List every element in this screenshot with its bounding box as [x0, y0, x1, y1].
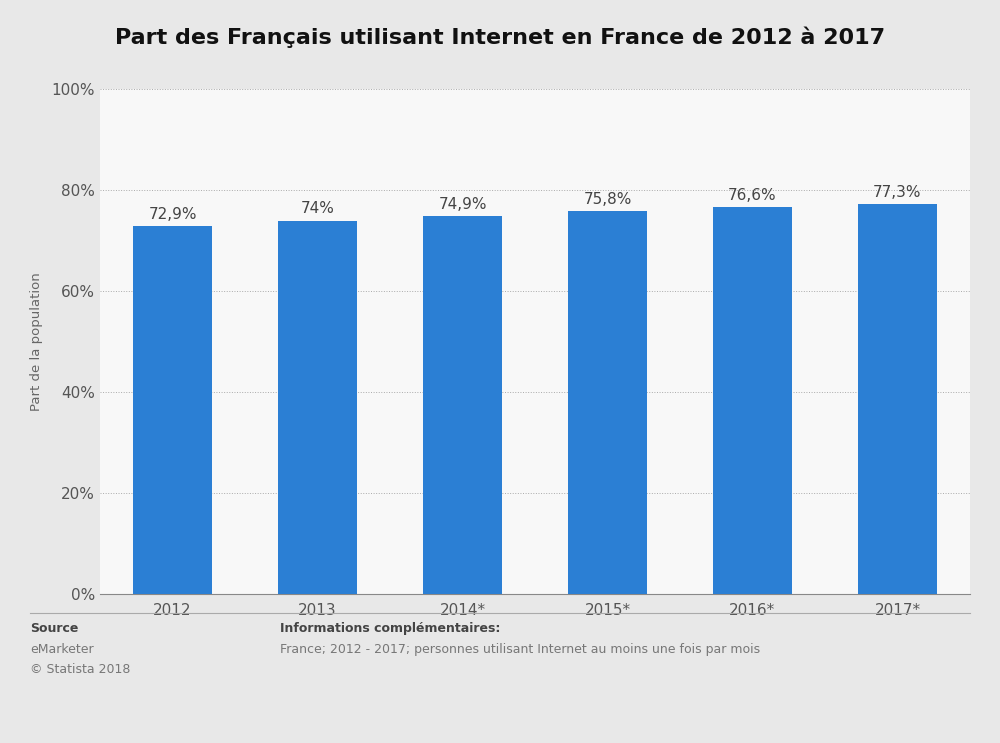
Text: France; 2012 - 2017; personnes utilisant Internet au moins une fois par mois: France; 2012 - 2017; personnes utilisant…	[280, 643, 760, 655]
Text: 74%: 74%	[301, 201, 334, 216]
Text: Part des Français utilisant Internet en France de 2012 à 2017: Part des Français utilisant Internet en …	[115, 26, 885, 48]
Text: 77,3%: 77,3%	[873, 185, 922, 200]
Bar	[568, 212, 647, 594]
Bar	[713, 207, 792, 594]
Bar	[278, 221, 357, 594]
Text: eMarketer: eMarketer	[30, 643, 94, 655]
Bar	[423, 216, 502, 594]
Text: © Statista 2018: © Statista 2018	[30, 663, 130, 676]
Bar	[133, 226, 212, 594]
Y-axis label: Part de la population: Part de la population	[30, 273, 43, 411]
Text: 75,8%: 75,8%	[583, 192, 632, 207]
Text: Source: Source	[30, 622, 78, 635]
Text: Informations complémentaires:: Informations complémentaires:	[280, 622, 500, 635]
Bar	[858, 204, 937, 594]
Text: 72,9%: 72,9%	[148, 207, 197, 222]
Text: 74,9%: 74,9%	[438, 197, 487, 212]
Text: 76,6%: 76,6%	[728, 188, 777, 204]
